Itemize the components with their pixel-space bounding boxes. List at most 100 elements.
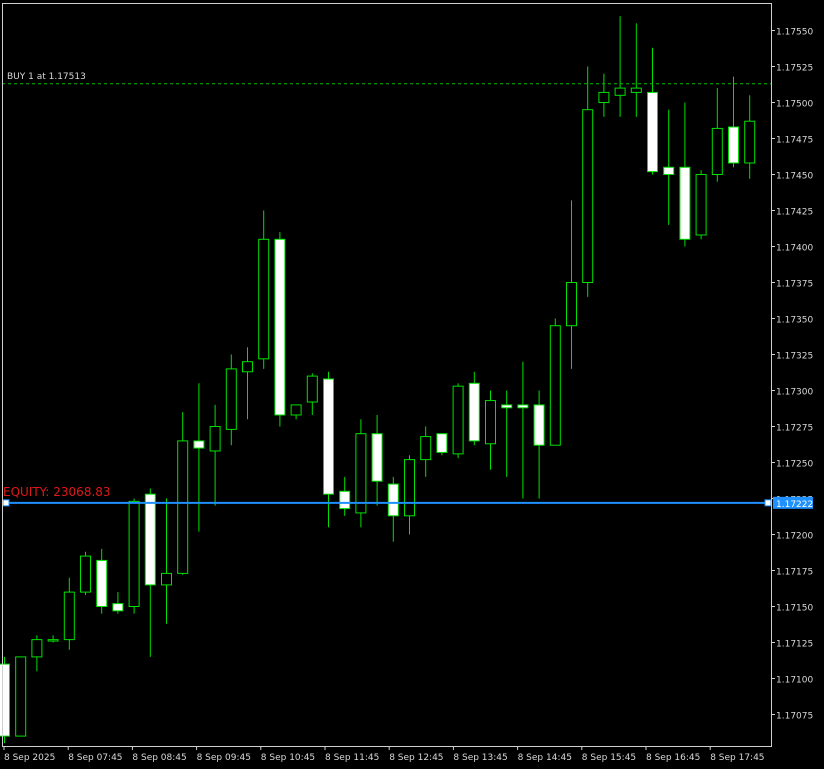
candle — [80, 551, 91, 595]
candle-body — [452, 385, 464, 455]
candle — [0, 656, 10, 744]
candle — [96, 548, 108, 614]
candle-body — [533, 404, 545, 446]
candle-body — [387, 483, 399, 517]
price-tick-label: 1.17200 — [776, 532, 813, 542]
chart-frame — [2, 3, 772, 747]
candle — [193, 383, 205, 532]
candle-body — [31, 639, 43, 658]
candle-body — [517, 404, 529, 409]
candle-body — [63, 591, 75, 641]
price-axis: 1.17075 1.17100 1.17125 1.17150 1.17175 1.172… — [771, 28, 813, 722]
candle — [15, 656, 27, 737]
time-tick-label: 8 Sep 2025 — [4, 753, 55, 763]
candle-body — [404, 459, 415, 517]
candle — [274, 232, 286, 427]
candle — [663, 109, 675, 225]
candle-body — [566, 282, 577, 327]
time-tick-label: 8 Sep 14:45 — [518, 753, 572, 763]
candle-body — [420, 436, 432, 461]
candle-body — [695, 174, 707, 236]
candle — [306, 373, 318, 415]
price-tick-label: 1.17300 — [776, 388, 813, 398]
candle-body — [549, 325, 561, 446]
candle-body — [630, 87, 642, 93]
candle — [112, 592, 124, 614]
candle — [485, 390, 496, 470]
candle-body — [177, 440, 189, 574]
candle — [614, 16, 626, 117]
price-tick-label: 1.17125 — [776, 640, 813, 650]
candle — [452, 383, 464, 459]
candle — [582, 66, 594, 297]
candle-body — [598, 91, 610, 103]
price-tick-label: 1.17400 — [776, 244, 813, 254]
candle-body — [728, 126, 739, 164]
candle — [323, 371, 334, 528]
price-tick-label: 1.17100 — [776, 676, 813, 686]
candle — [258, 210, 270, 369]
candle — [339, 476, 351, 516]
price-tick-label: 1.17350 — [776, 316, 813, 326]
time-tick-label: 8 Sep 13:45 — [453, 753, 507, 763]
candle-body — [647, 91, 658, 173]
time-tick-label: 8 Sep 11:45 — [325, 753, 379, 763]
candle — [177, 412, 189, 575]
candle — [144, 488, 156, 657]
candle-body — [501, 404, 513, 409]
candle — [695, 170, 707, 240]
candle-body — [436, 433, 448, 453]
candle — [404, 455, 415, 535]
candle — [242, 347, 253, 420]
candle — [420, 426, 432, 477]
time-tick-label: 8 Sep 10:45 — [261, 753, 315, 763]
candle-body — [47, 639, 59, 642]
candle — [566, 200, 577, 369]
candle — [387, 476, 399, 542]
price-tick-label: 1.17250 — [776, 460, 813, 470]
candle-body — [96, 559, 108, 607]
candle-body — [371, 433, 383, 482]
candle — [711, 88, 723, 182]
candle-body — [80, 555, 91, 593]
candle-body — [679, 166, 691, 240]
candle-body — [306, 375, 318, 403]
candle-body — [112, 603, 124, 612]
candles-layer — [0, 16, 756, 744]
candle-body — [258, 238, 270, 360]
candle — [517, 361, 529, 499]
candle — [728, 76, 739, 168]
time-tick-label: 8 Sep 15:45 — [582, 753, 636, 763]
candle-body — [274, 238, 286, 416]
price-tick-label: 1.17150 — [776, 604, 813, 614]
candle — [501, 390, 513, 477]
plot-border — [2, 3, 772, 747]
candle-body — [225, 368, 237, 430]
time-tick-label: 8 Sep 08:45 — [132, 753, 186, 763]
candle — [533, 390, 545, 499]
candle — [290, 404, 302, 420]
candle-body — [209, 426, 221, 452]
price-tick-label: 1.17450 — [776, 172, 813, 182]
candle — [371, 414, 383, 506]
equity-line-handle-right — [764, 499, 772, 507]
candle-body — [614, 87, 626, 96]
candle-body — [663, 166, 675, 176]
current-price-label: 1.17222 — [776, 500, 813, 510]
time-tick-label: 8 Sep 17:45 — [710, 753, 764, 763]
candle-body — [290, 404, 302, 416]
current-price-box — [773, 496, 813, 509]
candle — [47, 635, 59, 643]
equity-line-handle-left — [2, 499, 10, 507]
candle — [598, 73, 610, 117]
candle — [225, 354, 237, 446]
candle-body — [582, 109, 594, 283]
candle-body — [339, 490, 351, 510]
time-tick-label: 8 Sep 07:45 — [68, 753, 122, 763]
candle — [209, 404, 221, 506]
candle-body — [744, 120, 756, 164]
candle-body — [15, 656, 27, 737]
candle-body — [485, 400, 496, 445]
candle-body — [193, 440, 205, 449]
